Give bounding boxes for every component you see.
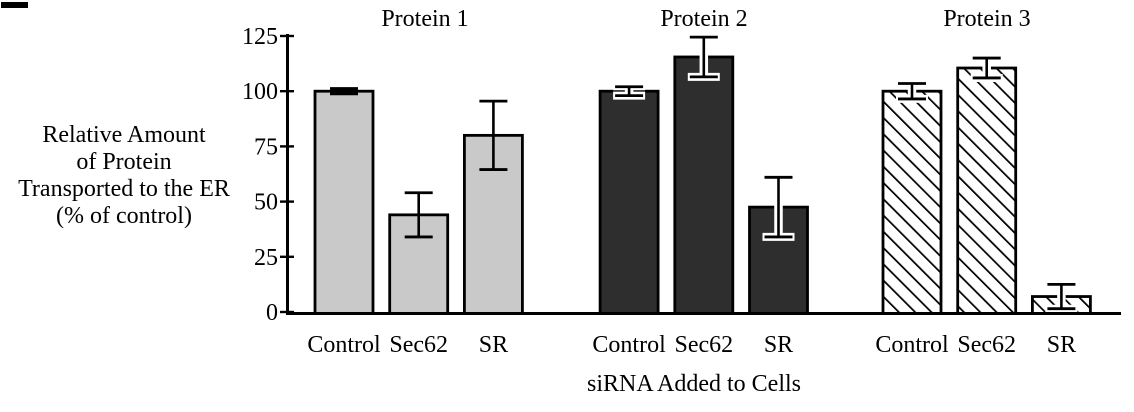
y-tick-label: 50 bbox=[254, 190, 278, 216]
y-axis-label-line: (% of control) bbox=[56, 203, 192, 229]
x-category-label: SR bbox=[1047, 332, 1076, 358]
bar-protein2-sec62 bbox=[673, 55, 735, 315]
y-tick-label: 25 bbox=[254, 245, 278, 271]
y-axis-label-line: Transported to the ER bbox=[18, 176, 230, 202]
bar-protein1-control bbox=[313, 89, 375, 315]
scan-artifact-mark bbox=[1, 2, 28, 8]
group-title: Protein 1 bbox=[381, 6, 468, 32]
group-title: Protein 2 bbox=[660, 6, 747, 32]
y-tick-label: 100 bbox=[242, 79, 278, 105]
y-tick-label: 0 bbox=[266, 300, 278, 326]
bar-protein3-sec62 bbox=[956, 66, 1018, 315]
y-tick-label: 125 bbox=[242, 24, 278, 50]
group-title: Protein 3 bbox=[943, 6, 1030, 32]
x-category-label: Control bbox=[875, 332, 949, 358]
x-axis-label: siRNA Added to Cells bbox=[587, 371, 801, 397]
y-tick-label: 75 bbox=[254, 134, 278, 160]
y-axis-label-line: of Protein bbox=[76, 149, 171, 175]
x-category-label: Sec62 bbox=[957, 332, 1016, 358]
x-category-label: Sec62 bbox=[389, 332, 448, 358]
x-category-label: SR bbox=[479, 332, 508, 358]
bar-protein2-control bbox=[598, 89, 660, 315]
y-axis-label-line: Relative Amount bbox=[42, 122, 206, 148]
x-category-label: Control bbox=[592, 332, 666, 358]
bar-protein3-control bbox=[881, 89, 943, 315]
x-category-label: Control bbox=[307, 332, 381, 358]
x-category-label: Sec62 bbox=[674, 332, 733, 358]
x-category-label: SR bbox=[764, 332, 793, 358]
